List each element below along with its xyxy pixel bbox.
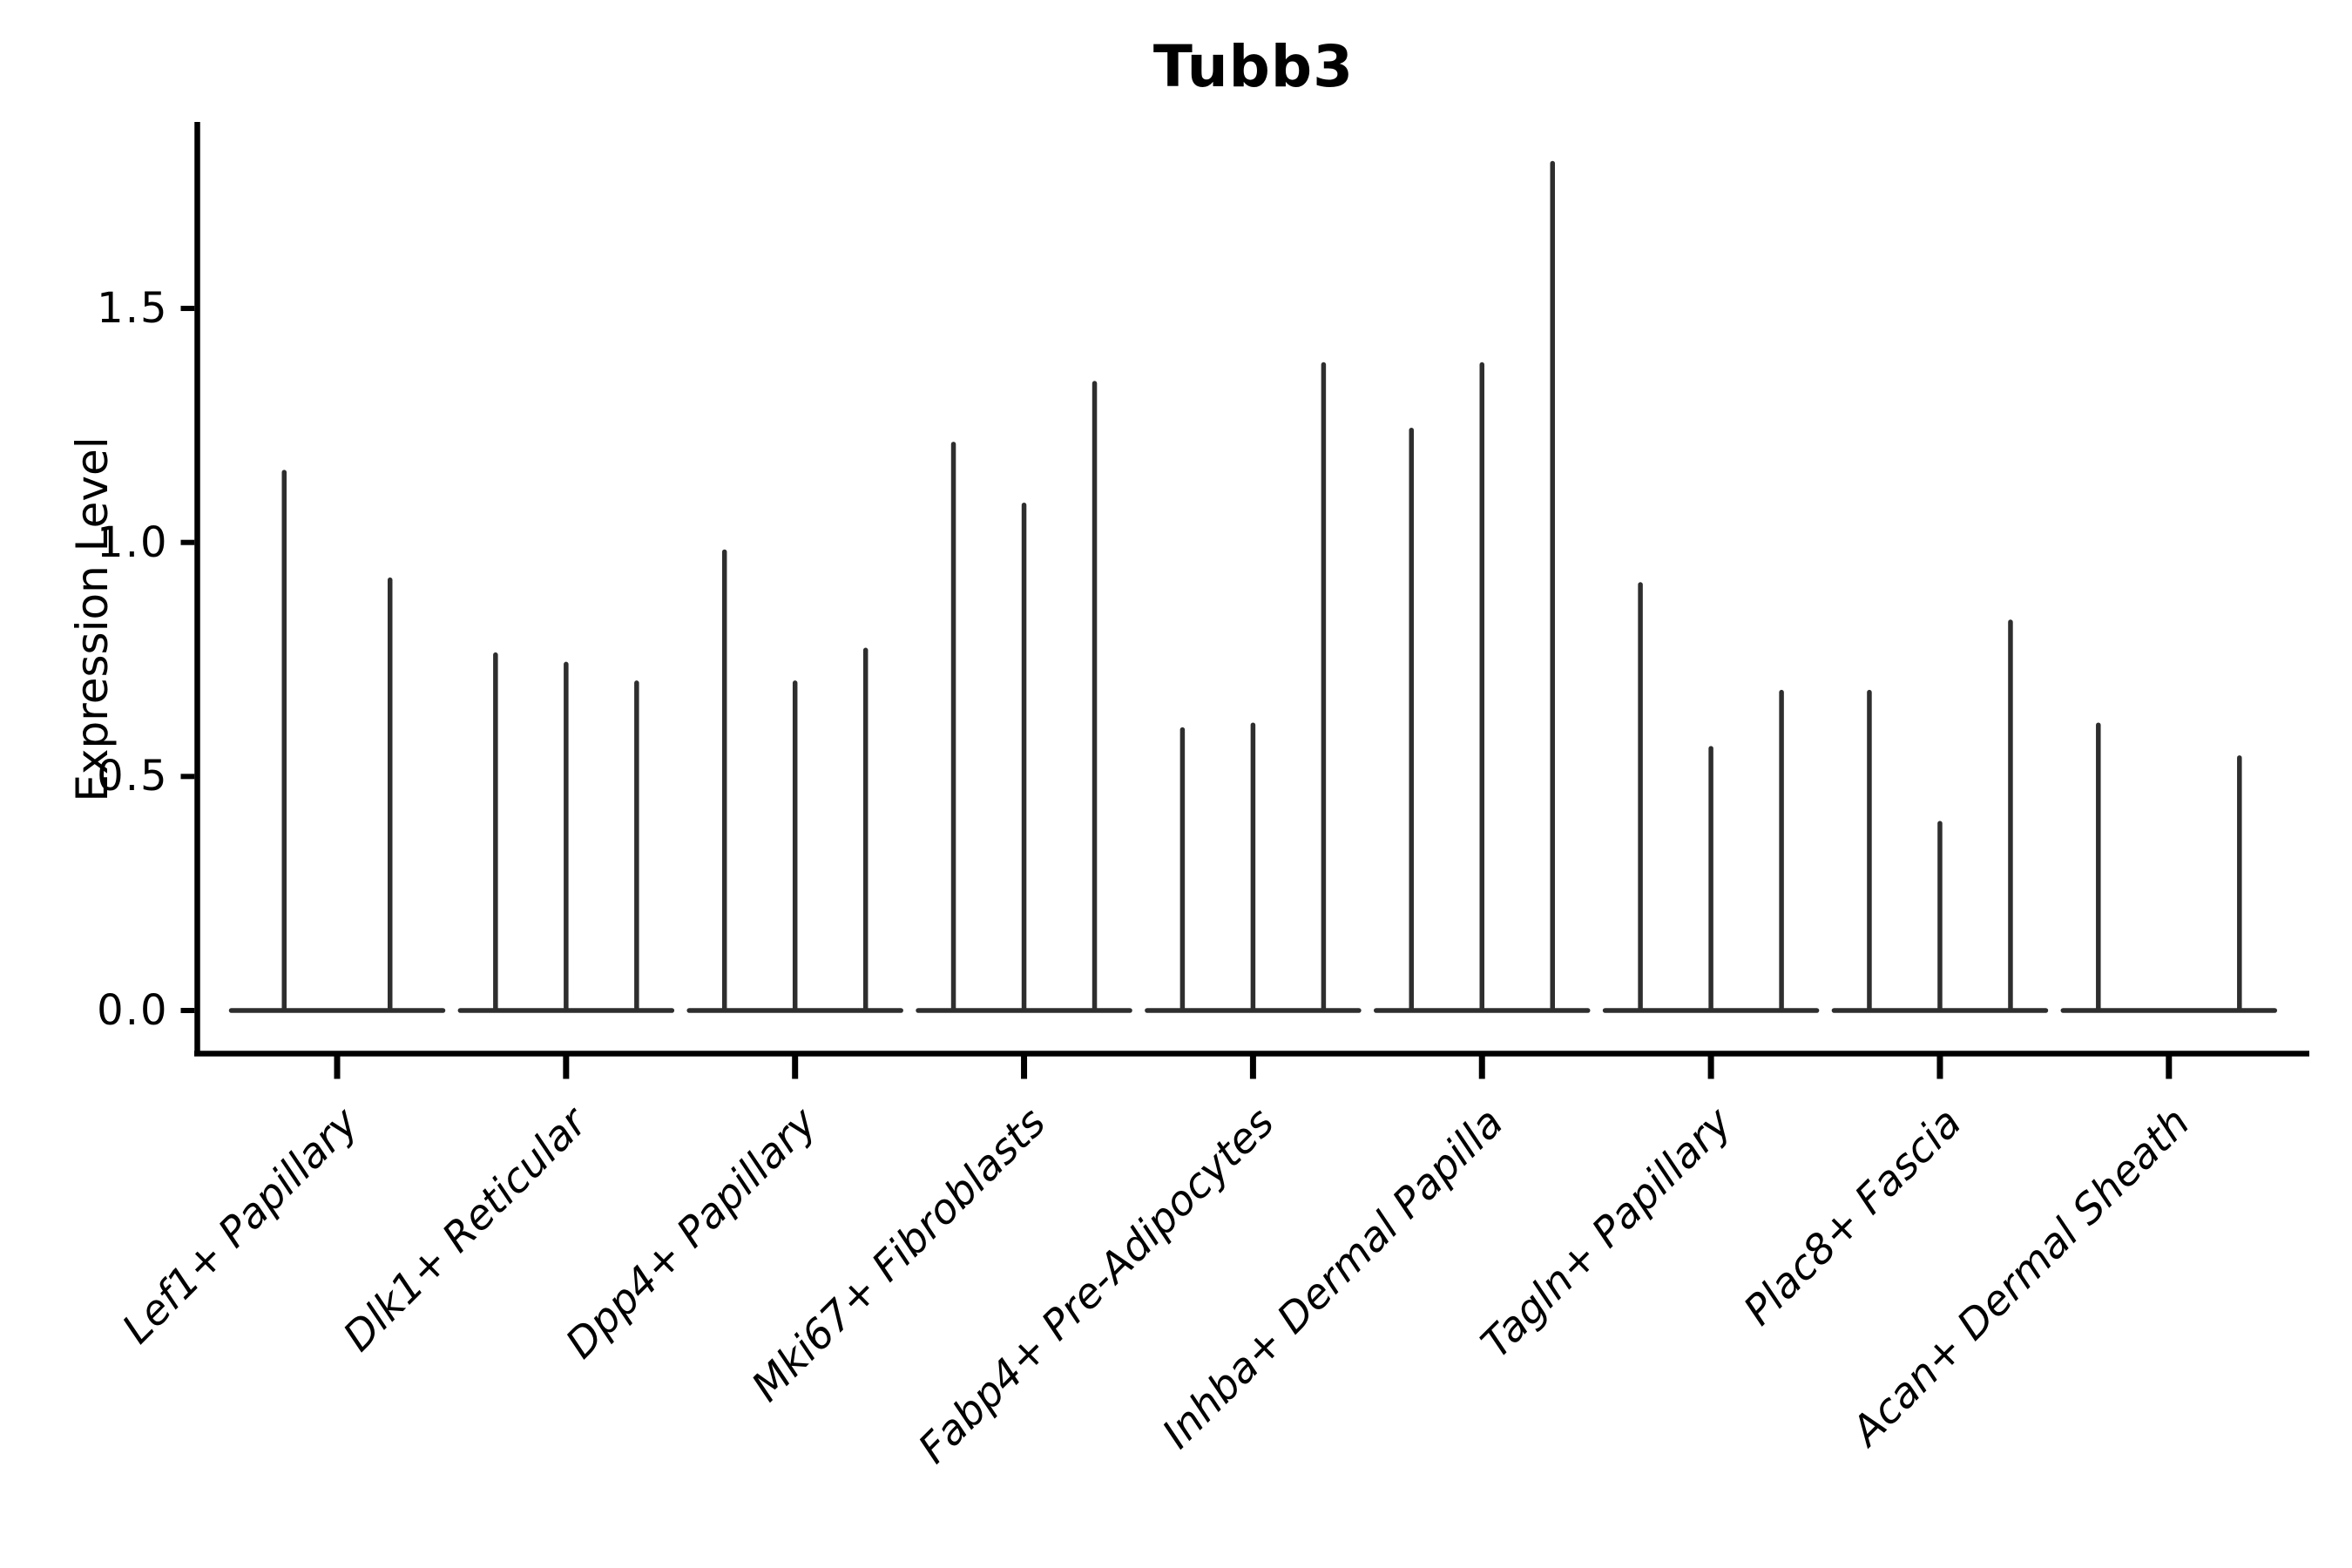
y-tick-label: 1.0 bbox=[97, 517, 169, 567]
y-tick-label: 0.0 bbox=[97, 986, 169, 1035]
chart-title: Tubb3 bbox=[1152, 33, 1355, 100]
y-tick-label: 0.5 bbox=[97, 752, 169, 801]
y-tick-label: 1.5 bbox=[97, 284, 169, 334]
